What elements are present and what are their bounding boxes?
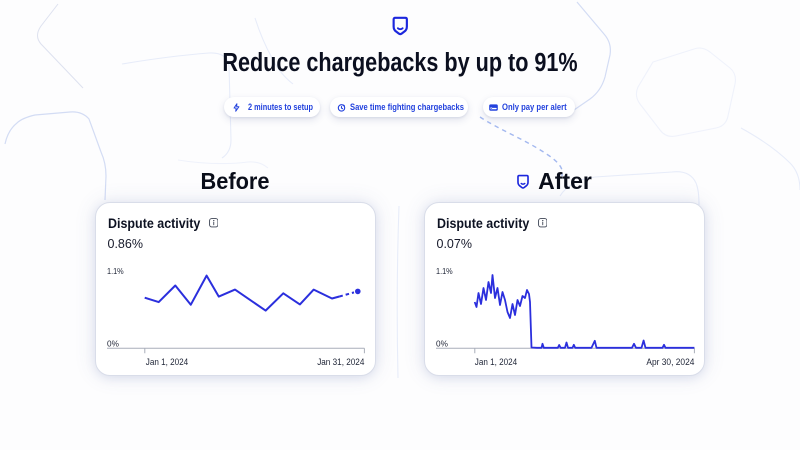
svg-text:0%: 0%: [436, 339, 448, 349]
svg-text:Jan 1, 2024: Jan 1, 2024: [475, 357, 517, 368]
svg-text:0%: 0%: [107, 339, 119, 349]
svg-text:1.1%: 1.1%: [436, 266, 453, 276]
svg-text:1.1%: 1.1%: [107, 266, 124, 276]
svg-text:Jan 1, 2024: Jan 1, 2024: [146, 357, 188, 368]
svg-text:Apr 30, 2024: Apr 30, 2024: [646, 357, 694, 368]
svg-text:Jan 31, 2024: Jan 31, 2024: [317, 357, 364, 368]
